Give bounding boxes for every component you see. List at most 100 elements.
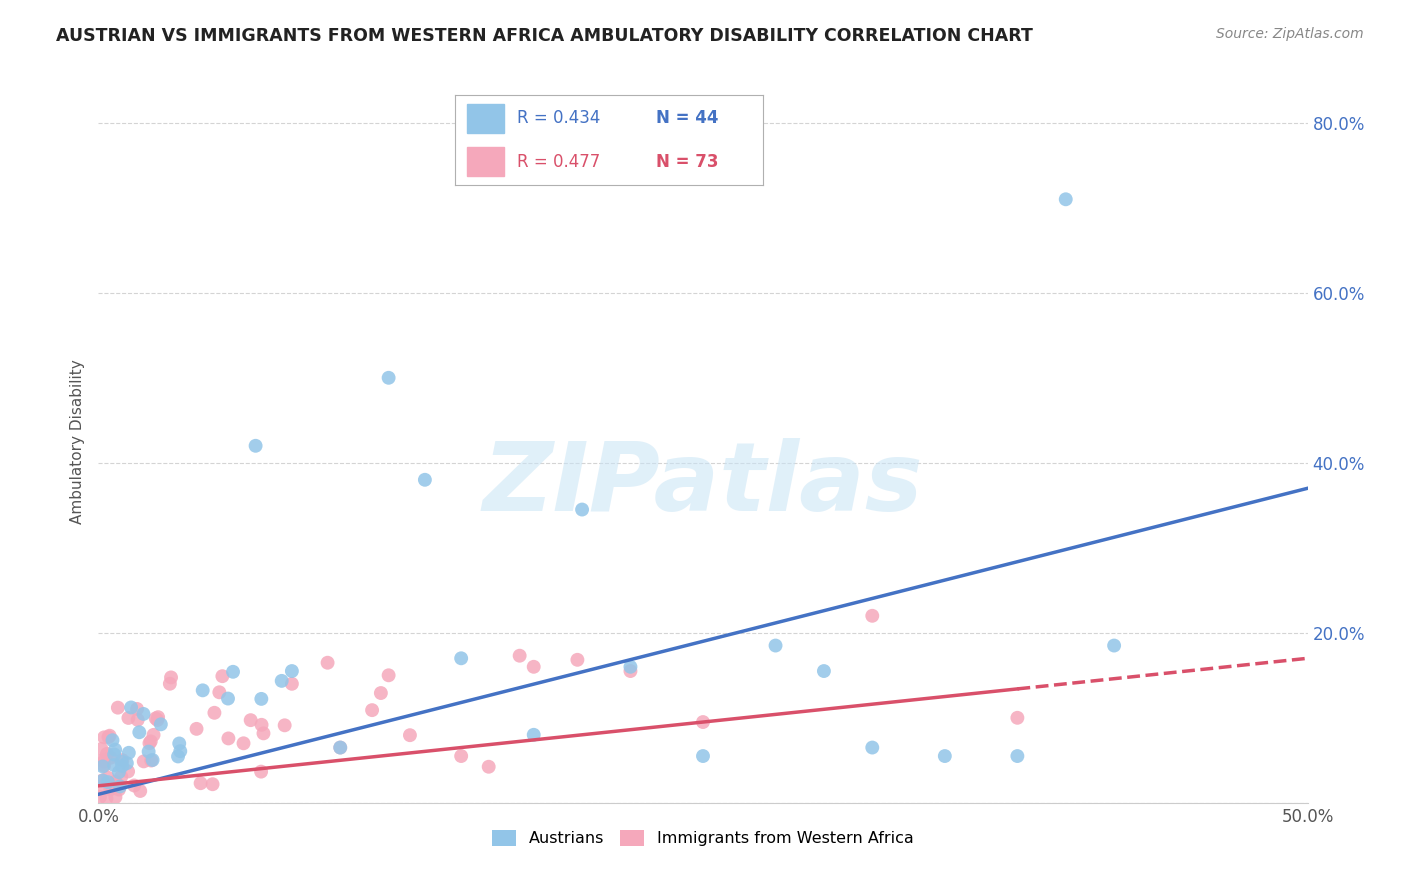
Point: [141, 754, 163, 768]
Point: [110, 755, 132, 769]
Point: [149, 717, 172, 731]
Point: [239, 713, 262, 727]
Point: [91, 773, 114, 788]
Point: [103, 747, 125, 762]
Point: [252, 726, 274, 740]
Legend: Austrians, Immigrants from Western Africa: Austrians, Immigrants from Western Afric…: [486, 823, 920, 853]
Point: [208, 685, 231, 699]
Point: [93, 755, 115, 769]
Text: ZIPatlas: ZIPatlas: [482, 438, 924, 532]
Point: [169, 744, 191, 758]
Point: [129, 784, 152, 798]
Point: [142, 728, 165, 742]
Point: [204, 706, 226, 720]
Point: [91, 780, 114, 794]
Point: [860, 740, 883, 755]
Point: [571, 502, 593, 516]
Point: [250, 764, 273, 779]
Point: [138, 745, 160, 759]
Point: [190, 776, 212, 790]
Point: [217, 691, 239, 706]
Point: [316, 656, 339, 670]
Point: [96, 747, 118, 761]
Point: [160, 670, 183, 684]
Point: [692, 749, 714, 764]
Point: [934, 749, 956, 764]
Point: [118, 746, 141, 760]
Point: [567, 653, 589, 667]
Point: [765, 639, 787, 653]
Point: [105, 775, 128, 789]
Point: [107, 700, 129, 714]
Point: [132, 706, 155, 721]
Point: [191, 683, 214, 698]
Point: [523, 728, 546, 742]
Point: [167, 736, 190, 750]
Point: [450, 651, 472, 665]
Point: [270, 673, 292, 688]
Point: [201, 777, 224, 791]
Point: [100, 751, 122, 765]
Point: [125, 702, 148, 716]
Point: [128, 725, 150, 739]
Point: [167, 749, 190, 764]
Point: [619, 664, 641, 678]
Point: [146, 713, 169, 727]
Point: [377, 371, 399, 385]
Point: [120, 700, 142, 714]
Point: [281, 664, 304, 678]
Text: Source: ZipAtlas.com: Source: ZipAtlas.com: [1216, 27, 1364, 41]
Point: [1054, 192, 1077, 206]
Point: [222, 665, 245, 679]
Point: [478, 760, 501, 774]
Point: [159, 677, 181, 691]
Point: [250, 718, 273, 732]
Point: [91, 759, 114, 773]
Point: [509, 648, 531, 663]
Point: [117, 764, 139, 779]
Point: [93, 758, 115, 772]
Point: [450, 749, 472, 764]
Point: [329, 740, 352, 755]
Point: [110, 770, 132, 784]
Point: [108, 782, 131, 797]
Point: [232, 736, 254, 750]
Point: [142, 753, 165, 767]
Point: [245, 439, 267, 453]
Point: [217, 731, 239, 746]
Point: [97, 730, 120, 744]
Point: [619, 660, 641, 674]
Point: [117, 711, 139, 725]
Point: [1102, 639, 1125, 653]
Point: [91, 773, 114, 788]
Point: [104, 790, 127, 805]
Point: [103, 780, 125, 795]
Point: [90, 742, 112, 756]
Point: [813, 664, 835, 678]
Point: [186, 722, 208, 736]
Point: [97, 775, 120, 789]
Point: [132, 755, 155, 769]
Point: [692, 714, 714, 729]
Point: [93, 731, 115, 745]
Point: [138, 736, 160, 750]
Point: [413, 473, 436, 487]
Point: [860, 608, 883, 623]
Point: [377, 668, 399, 682]
Point: [211, 669, 233, 683]
Point: [127, 713, 149, 727]
Point: [98, 782, 121, 797]
Point: [89, 789, 111, 804]
Point: [139, 734, 162, 748]
Point: [104, 774, 127, 789]
Point: [91, 753, 114, 767]
Point: [122, 779, 145, 793]
Point: [103, 758, 125, 772]
Point: [1007, 711, 1029, 725]
Y-axis label: Ambulatory Disability: Ambulatory Disability: [70, 359, 86, 524]
Point: [273, 718, 295, 732]
Point: [96, 791, 118, 805]
Point: [399, 728, 422, 742]
Point: [146, 710, 169, 724]
Point: [281, 677, 304, 691]
